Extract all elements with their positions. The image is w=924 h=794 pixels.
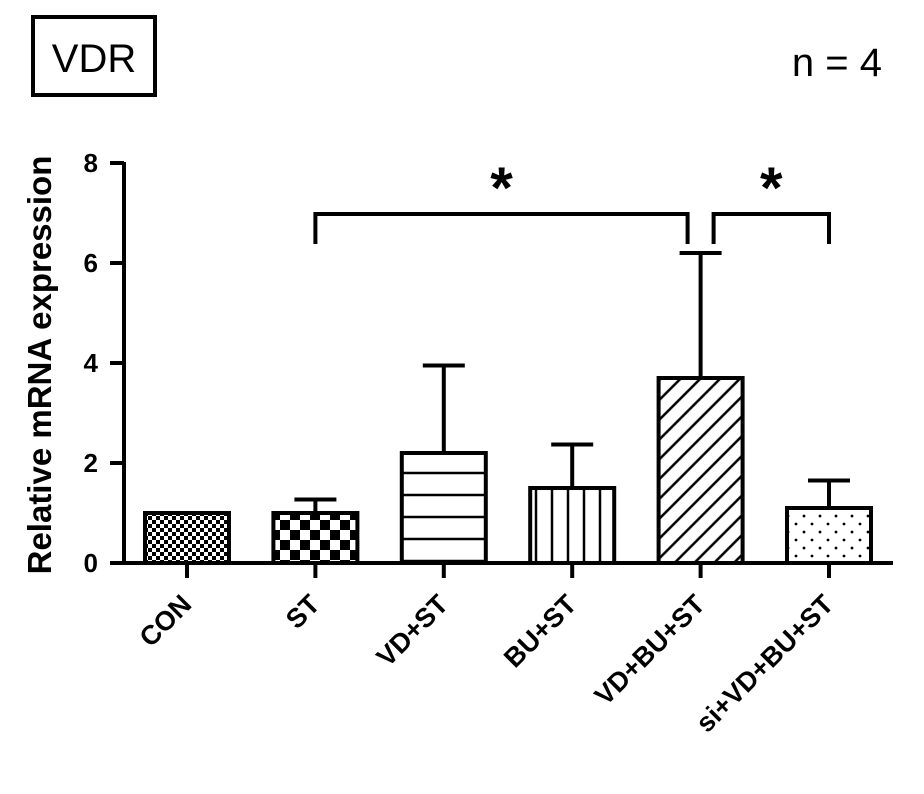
title-frame xyxy=(31,15,157,97)
bars-group xyxy=(143,251,873,565)
significance-star: * xyxy=(490,156,513,221)
x-tick-label: si+VD+BU+ST xyxy=(690,589,839,738)
y-axis-label: Relative mRNA expression xyxy=(21,156,58,575)
y-tick-label: 6 xyxy=(84,248,98,278)
chart-title-box: VDR xyxy=(31,15,157,97)
bar-st xyxy=(271,511,360,565)
x-tick-label: VD+ST xyxy=(371,589,455,673)
y-tick-label: 2 xyxy=(84,448,98,478)
x-tick-label: BU+ST xyxy=(498,589,583,674)
bar-vd-st xyxy=(399,451,488,565)
significance-star: * xyxy=(760,156,783,221)
y-tick-label: 8 xyxy=(84,148,98,178)
bar-vd-bu-st xyxy=(656,376,745,565)
x-tick-label: CON xyxy=(134,589,198,653)
y-tick-label: 4 xyxy=(84,348,99,378)
significance-brackets: * * xyxy=(313,156,831,244)
significance-bracket xyxy=(711,212,831,244)
x-tick-label: VD+BU+ST xyxy=(589,589,711,711)
bar-bu-st xyxy=(528,486,617,565)
bar-con xyxy=(143,511,231,565)
y-tick-label: 0 xyxy=(84,548,98,578)
x-tick-label: ST xyxy=(280,589,326,635)
bar-si-vd-bu-st xyxy=(785,506,873,565)
chart-title: VDR xyxy=(52,37,136,81)
significance-bracket xyxy=(313,212,690,244)
y-axis-ticks: 0 2 4 6 8 xyxy=(84,148,124,578)
sample-size-label: n = 4 xyxy=(792,41,882,85)
